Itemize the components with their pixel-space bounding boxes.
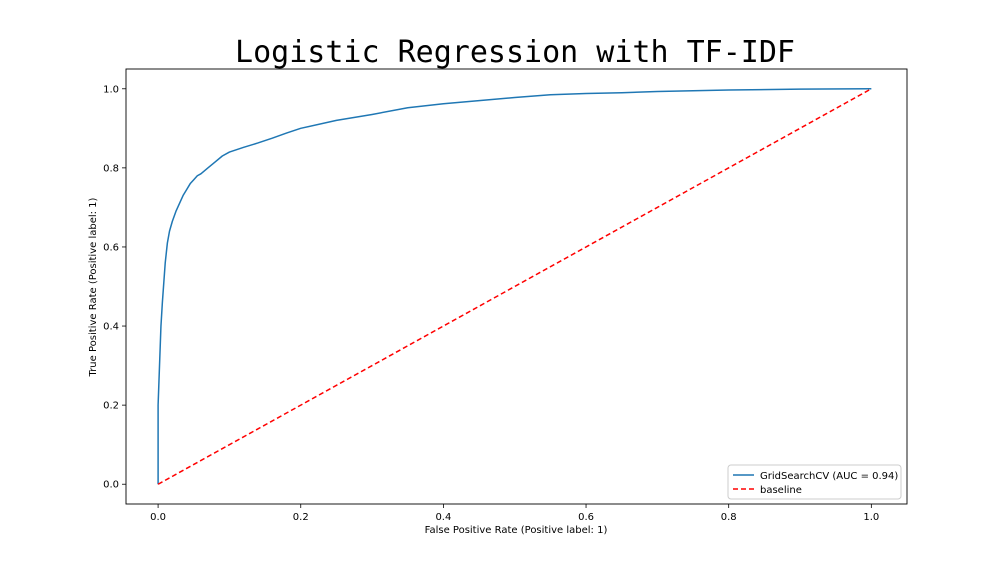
x-axis-label: False Positive Rate (Positive label: 1): [425, 525, 608, 536]
legend: GridSearchCV (AUC = 0.94) baseline: [727, 464, 902, 500]
series-line-gridsearchcv: [157, 88, 872, 485]
x-tick-label: 0.8: [721, 512, 737, 523]
y-tick-label: 1.0: [103, 84, 119, 95]
series-layer: [157, 88, 872, 485]
legend-label-baseline: baseline: [760, 485, 802, 496]
axes-frame: [125, 68, 908, 505]
y-axis-ticks: 0.0 0.2 0.4 0.6 0.8 1.0: [103, 84, 126, 491]
x-tick-label: 0.4: [435, 512, 451, 523]
y-tick-label: 0.0: [103, 480, 119, 491]
plot-area: 0.0 0.2 0.4 0.6 0.8 1.0 0.0 0.2 0.4 0.6 0.8 1.0: [103, 68, 908, 523]
series-line-baseline: [157, 88, 872, 485]
legend-box: [727, 464, 902, 500]
x-tick-label: 0.0: [150, 512, 166, 523]
y-axis-label: True Positive Rate (Positive label: 1): [88, 197, 99, 377]
y-tick-label: 0.8: [103, 163, 119, 174]
y-tick-label: 0.6: [103, 242, 119, 253]
y-tick-label: 0.2: [103, 401, 119, 412]
x-axis-ticks: 0.0 0.2 0.4 0.6 0.8 1.0: [150, 504, 879, 523]
x-tick-label: 1.0: [863, 512, 879, 523]
y-tick-label: 0.4: [103, 322, 119, 333]
x-tick-label: 0.6: [578, 512, 594, 523]
chart-title: Logistic Regression with TF-IDF: [235, 35, 795, 70]
legend-label-gridsearchcv: GridSearchCV (AUC = 0.94): [760, 471, 898, 482]
x-tick-label: 0.2: [293, 512, 309, 523]
